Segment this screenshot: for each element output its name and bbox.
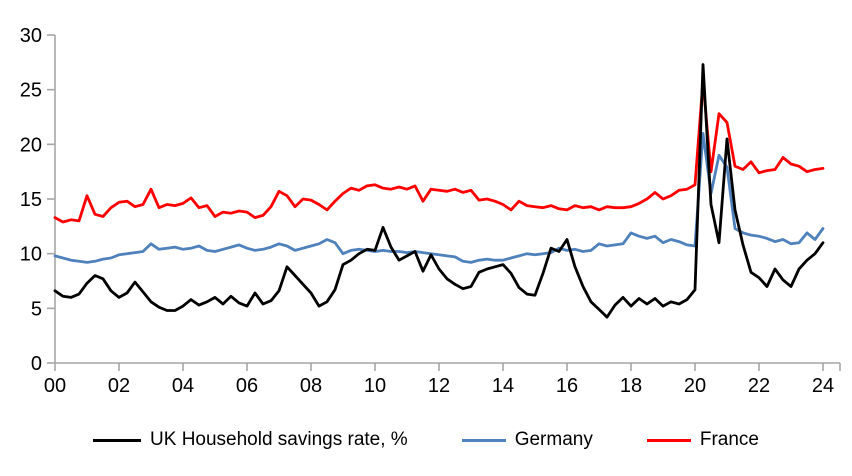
svg-text:16: 16: [556, 375, 578, 397]
legend-line-swatch-germany: [461, 438, 506, 442]
svg-text:02: 02: [108, 375, 130, 397]
svg-text:25: 25: [20, 80, 42, 102]
svg-text:10: 10: [20, 244, 42, 266]
svg-text:15: 15: [20, 189, 42, 211]
savings-rate-chart: 0 5 10 15 20 25 30 00 02 04 06 08 10 12 14 16 18 20 22 24 U…: [0, 25, 852, 451]
chart-canvas: 0 5 10 15 20 25 30 00 02 04 06 08 10 12 14 16 18 20 22 24: [20, 25, 841, 397]
svg-text:18: 18: [620, 375, 642, 397]
svg-text:22: 22: [748, 375, 770, 397]
svg-text:5: 5: [31, 298, 42, 320]
svg-text:24: 24: [812, 375, 834, 397]
svg-text:04: 04: [172, 375, 194, 397]
legend-label-uk: UK Household savings rate, %: [150, 429, 408, 450]
legend-item-germany: Germany: [461, 429, 593, 451]
svg-text:06: 06: [236, 375, 258, 397]
chart-legend: UK Household savings rate, % Germany Fra…: [0, 429, 852, 451]
svg-text:20: 20: [20, 134, 42, 156]
legend-label-france: France: [699, 429, 759, 450]
svg-text:14: 14: [492, 375, 514, 397]
svg-text:08: 08: [300, 375, 322, 397]
series-line-uk: [53, 63, 825, 319]
legend-label-germany: Germany: [514, 429, 593, 450]
series-line-germany: [53, 131, 825, 264]
svg-text:12: 12: [428, 375, 450, 397]
svg-text:10: 10: [364, 375, 386, 397]
legend-item-uk: UK Household savings rate, %: [93, 429, 408, 451]
svg-text:30: 30: [20, 25, 42, 47]
svg-text:00: 00: [44, 375, 66, 397]
legend-line-swatch-uk: [93, 438, 142, 442]
legend-item-france: France: [646, 429, 759, 451]
svg-text:0: 0: [31, 353, 42, 375]
series-line-france: [53, 79, 825, 224]
legend-line-swatch-france: [646, 438, 691, 442]
svg-text:20: 20: [684, 375, 706, 397]
